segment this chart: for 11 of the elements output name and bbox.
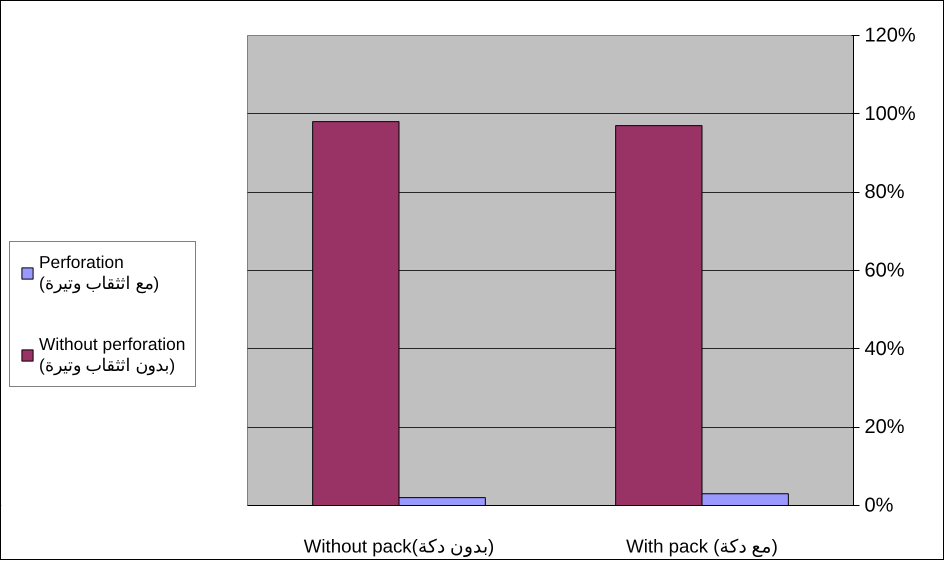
y-tick-label: 100%	[864, 102, 916, 125]
x-tick-label: Without pack(بدون دكة)	[304, 536, 494, 558]
legend-label: Perforation (مع اثثقاب وتيرة)	[39, 252, 160, 294]
y-tick-label: 120%	[864, 24, 916, 46]
y-tick-label: 20%	[864, 416, 905, 438]
y-tick-label: 60%	[864, 260, 905, 282]
y-tick-label: 80%	[864, 181, 905, 204]
y-tick-label: 0%	[864, 494, 894, 516]
y-tick-label: 40%	[864, 338, 905, 360]
legend-label: Without perforation (بدون اثثقاب وتيرة)	[39, 334, 186, 376]
x-tick-label: With pack (مع دكة)	[626, 536, 778, 558]
